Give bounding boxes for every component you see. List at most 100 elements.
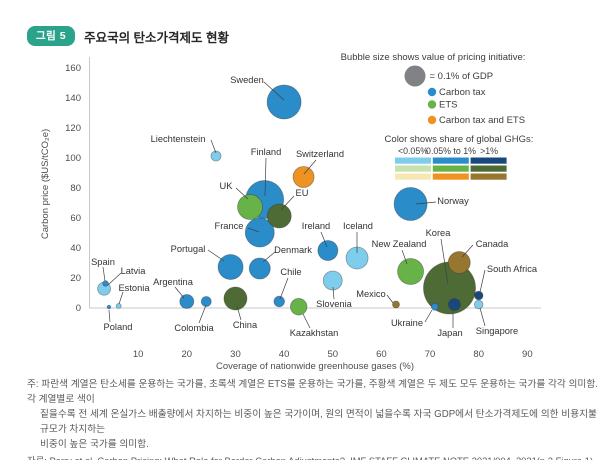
bubble-sweden <box>266 84 302 120</box>
x-tick-label: 60 <box>376 349 387 360</box>
legend-label-ets: ETS <box>439 100 457 111</box>
legend-dot-ets <box>427 100 437 109</box>
y-axis-title: Carbon price ($US/tCO₂e) <box>40 129 51 239</box>
leader-sweden <box>263 81 285 101</box>
x-tick-label: 90 <box>522 349 533 360</box>
leader-latvia <box>107 272 122 286</box>
figure-notes: 주: 파란색 계열은 탄소세를 운용하는 국가를, 초록색 계열은 ETS를 운… <box>0 377 600 460</box>
bubble-liechtenstein <box>210 150 222 162</box>
leader-south-africa <box>479 269 486 293</box>
bubble-switzerland <box>292 166 315 188</box>
bubble-spain <box>102 280 109 287</box>
label-france: France <box>215 221 244 231</box>
leader-liechtenstein <box>210 139 217 154</box>
bubble-ukraine <box>431 302 439 311</box>
bubble-japan <box>447 298 461 311</box>
x-tick-label: 50 <box>327 349 338 360</box>
note-line: 주: 파란색 계열은 탄소세를 운용하는 국가를, 초록색 계열은 ETS를 운… <box>27 379 598 405</box>
legend-tier-header: >1% <box>480 146 498 156</box>
x-tick-label: 30 <box>230 349 241 360</box>
y-tick-label: 160 <box>65 63 81 74</box>
bubble-singapore <box>474 299 484 310</box>
bubble-mexico <box>392 300 400 309</box>
legend-size-title: Bubble size shows value of pricing initi… <box>341 52 526 63</box>
label-spain: Spain <box>91 257 115 267</box>
legend-dot-both <box>427 115 437 125</box>
note-line: 비중이 높은 국가를 의미함. <box>40 439 149 450</box>
bubble-new-zealand <box>397 258 424 285</box>
leader-colombia <box>198 304 207 324</box>
bubble-canada <box>447 251 471 274</box>
legend-swatch-both-20 <box>395 173 431 180</box>
leader-singapore <box>479 307 486 327</box>
x-tick-label: 80 <box>473 349 484 360</box>
leader-denmark <box>262 251 276 263</box>
label-slovenia: Slovenia <box>316 299 352 309</box>
label-singapore: Singapore <box>476 326 518 336</box>
label-new-zealand: New Zealand <box>372 239 427 249</box>
leader-china <box>236 305 242 321</box>
legend-swatch-carbon-tax-00 <box>395 157 431 164</box>
bubble-kazakhstan <box>289 298 308 316</box>
legend-swatch-ets-10 <box>395 165 431 172</box>
legend-swatch-carbon-tax-01 <box>432 157 469 164</box>
source-line: 자료: Parry et al, Carbon Pricing: What Ro… <box>0 453 600 460</box>
legend-swatch-ets-11 <box>432 165 469 172</box>
bubble-estonia <box>115 303 122 309</box>
bubble-france <box>244 217 275 248</box>
bubble-slovenia <box>322 270 343 291</box>
label-norway: Norway <box>437 196 469 206</box>
label-china: China <box>233 320 258 330</box>
figure-header: 그림 5 주요국의 탄소가격제도 현황 <box>27 26 229 46</box>
leader-slovenia <box>332 286 335 300</box>
leader-korea <box>440 238 449 285</box>
bubble-eu <box>266 203 292 229</box>
x-axis-title: Coverage of nationwide greenhouse gases … <box>216 361 414 372</box>
y-tick-label: 60 <box>70 213 81 224</box>
y-tick-label: 100 <box>65 153 81 164</box>
y-tick-label: 0 <box>76 303 81 314</box>
bubble-ireland <box>317 240 339 261</box>
leader-switzerland <box>303 159 317 175</box>
legend-tier-header: 0.05% to 1% <box>426 146 476 156</box>
bubble-uk <box>237 194 263 220</box>
bubble-argentina <box>179 294 195 309</box>
leader-canada <box>461 244 474 258</box>
legend-label-carbon-tax: Carbon tax <box>439 87 486 98</box>
leader-norway <box>415 201 437 205</box>
label-denmark: Denmark <box>274 245 312 255</box>
label-korea: Korea <box>426 228 452 238</box>
label-ireland: Ireland <box>302 221 330 231</box>
leader-ukraine <box>424 309 433 323</box>
label-uk: UK <box>220 181 234 191</box>
legend-label-both: Carbon tax and ETS <box>439 115 525 126</box>
bubble-colombia <box>200 296 212 307</box>
leader-poland <box>108 309 111 323</box>
bubble-china <box>223 286 248 311</box>
y-tick-label: 80 <box>70 183 81 194</box>
label-sweden: Sweden <box>230 75 264 85</box>
label-eu: EU <box>296 188 309 198</box>
legend-color-title: Color shows share of global GHGs: <box>385 134 534 145</box>
leader-portugal <box>207 249 225 262</box>
legend-swatch-ets-12 <box>470 165 507 172</box>
bubble-portugal <box>217 254 244 280</box>
label-south-africa: South Africa <box>487 264 538 274</box>
label-colombia: Colombia <box>174 323 214 333</box>
label-portugal: Portugal <box>171 244 206 254</box>
legend-swatch-both-21 <box>432 173 469 180</box>
legend-size-value: = 0.1% of GDP <box>430 71 494 82</box>
bubble-denmark <box>248 257 271 280</box>
leader-spain <box>102 266 106 282</box>
label-latvia: Latvia <box>121 266 147 276</box>
leader-uk <box>235 187 249 200</box>
bubble-south-africa <box>474 290 484 301</box>
bubble-norway <box>393 187 428 221</box>
leader-mexico <box>386 294 394 304</box>
y-tick-label: 140 <box>65 93 81 104</box>
leader-france <box>247 227 260 233</box>
leader-finland <box>264 157 267 197</box>
x-tick-label: 10 <box>133 349 144 360</box>
label-estonia: Estonia <box>118 283 150 293</box>
carbon-pricing-bubble-chart: 0 20 40 60 80 100 120 140 160 10 20 30 40 50 60 70 80 90 C… <box>40 52 541 372</box>
